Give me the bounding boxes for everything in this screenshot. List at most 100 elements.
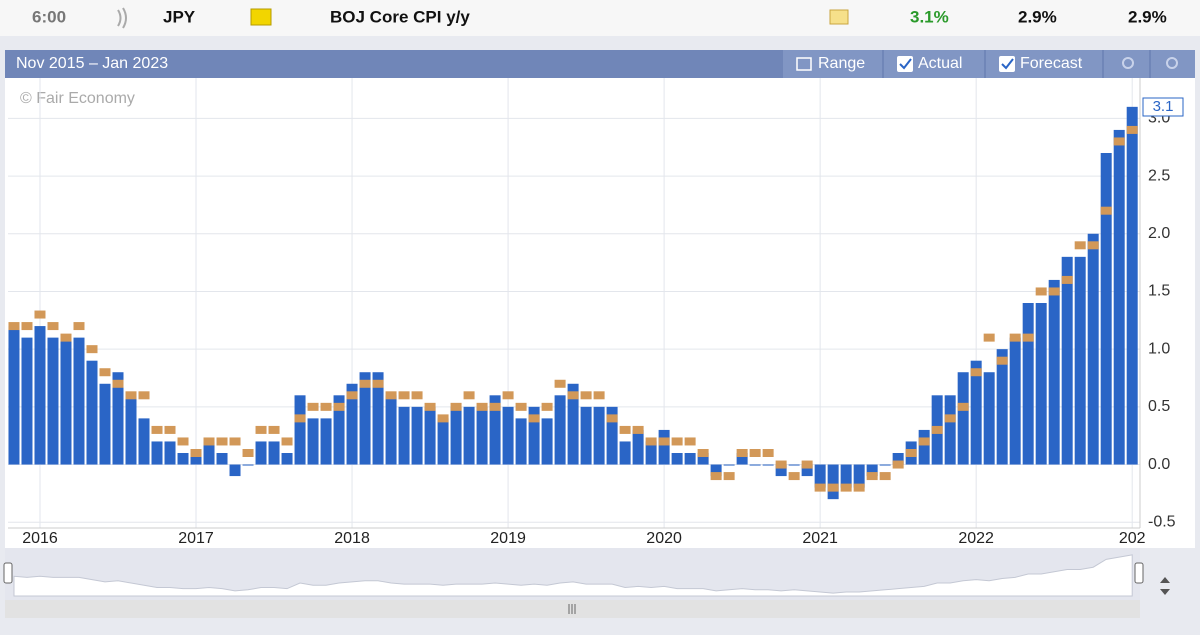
- y-tick-label: 0.5: [1148, 398, 1170, 415]
- forecast-marker: [866, 472, 878, 481]
- bar: [47, 337, 59, 465]
- bar: [307, 418, 319, 465]
- forecast-marker: [333, 402, 345, 411]
- bar: [450, 406, 462, 465]
- forecast-marker: [1087, 241, 1099, 250]
- bar: [1113, 129, 1125, 465]
- checkbox[interactable]: [897, 56, 913, 72]
- bar: [671, 453, 683, 465]
- bar: [190, 453, 202, 465]
- forecast-marker: [34, 310, 46, 319]
- forecast-marker: [229, 437, 241, 446]
- actual: 3.1%: [910, 7, 949, 26]
- forecast-marker: [879, 472, 891, 481]
- forecast-marker: [242, 449, 254, 457]
- forecast-marker: [684, 437, 696, 446]
- bar: [476, 406, 488, 465]
- bar: [658, 429, 670, 465]
- bar: [151, 441, 163, 465]
- bar: [684, 453, 696, 465]
- range-button[interactable]: [783, 50, 882, 78]
- sound-icon[interactable]: [117, 7, 127, 29]
- bar: [1035, 303, 1047, 465]
- nav-handle[interactable]: [3, 562, 13, 584]
- bar: [268, 441, 280, 465]
- forecast-marker: [281, 437, 293, 446]
- plot-area: [5, 78, 1195, 548]
- x-tick-label: 2020: [646, 530, 682, 547]
- forecast-marker: [996, 356, 1008, 365]
- checkbox[interactable]: [999, 56, 1015, 72]
- forecast-marker: [567, 391, 579, 400]
- check: [899, 58, 912, 70]
- bar: [827, 464, 839, 500]
- bar: [99, 383, 111, 465]
- forecast-marker: [411, 391, 423, 400]
- forecast-marker: [1048, 287, 1060, 296]
- bar: [73, 337, 85, 465]
- forecast-marker: [125, 391, 137, 400]
- calendar-icon: [796, 57, 812, 71]
- bar: [1087, 233, 1099, 465]
- forecast-marker: [853, 483, 865, 492]
- bar: [489, 395, 501, 465]
- forecast-marker: [177, 437, 189, 446]
- zoom-icon: [1122, 57, 1134, 69]
- forecast-marker: [554, 379, 566, 388]
- forecast-marker: [736, 449, 748, 457]
- forecast-marker: [463, 391, 475, 400]
- bar: [1061, 256, 1073, 465]
- bar: [60, 337, 72, 465]
- forecast-marker: [346, 391, 358, 400]
- range-label: Range: [818, 55, 865, 72]
- last-value-label: 3.1: [1153, 98, 1174, 115]
- forecast-marker: [476, 402, 488, 411]
- forecast-marker: [60, 333, 72, 342]
- bar: [34, 326, 46, 465]
- bar: [177, 453, 189, 465]
- forecast-marker: [983, 333, 995, 342]
- zoom-out[interactable]: [1151, 50, 1195, 78]
- forecast: 2.9%: [1018, 7, 1057, 26]
- nav-arrows[interactable]: [1160, 577, 1170, 595]
- bar: [567, 383, 579, 465]
- forecast-marker: [203, 437, 215, 446]
- forecast-marker: [541, 402, 553, 411]
- forecast-marker: [814, 483, 826, 492]
- zoom-in[interactable]: [1104, 50, 1149, 78]
- bar: [788, 464, 800, 466]
- forecast-marker: [892, 460, 904, 469]
- watermark: © Fair Economy: [20, 90, 135, 107]
- bar: [1126, 106, 1138, 465]
- forecast-marker: [424, 402, 436, 411]
- forecast-marker: [8, 322, 20, 331]
- bar: [983, 372, 995, 465]
- forecast-marker: [528, 414, 540, 423]
- folder-icon[interactable]: [829, 9, 849, 25]
- bar: [242, 464, 254, 466]
- forecast-marker: [580, 391, 592, 400]
- forecast-marker: [970, 368, 982, 377]
- bar: [632, 429, 644, 465]
- forecast-marker: [86, 345, 98, 354]
- bar: [710, 464, 722, 477]
- impact-icon: [250, 8, 272, 26]
- forecast-marker: [1035, 287, 1047, 296]
- bar: [125, 395, 137, 465]
- currency: JPY: [163, 7, 196, 26]
- last-value-box: [1142, 97, 1184, 117]
- bar: [866, 464, 878, 477]
- check: [1001, 58, 1014, 70]
- bar: [619, 441, 631, 465]
- forecast-marker: [671, 437, 683, 446]
- forecast-marker: [151, 425, 163, 434]
- nav-handle[interactable]: [1134, 562, 1144, 584]
- forecast-marker: [749, 449, 761, 457]
- bar: [1074, 256, 1086, 465]
- forecast-marker: [398, 391, 410, 400]
- y-tick-label: 1.0: [1148, 340, 1170, 357]
- bar: [346, 383, 358, 465]
- bar: [359, 372, 371, 465]
- bar: [645, 441, 657, 465]
